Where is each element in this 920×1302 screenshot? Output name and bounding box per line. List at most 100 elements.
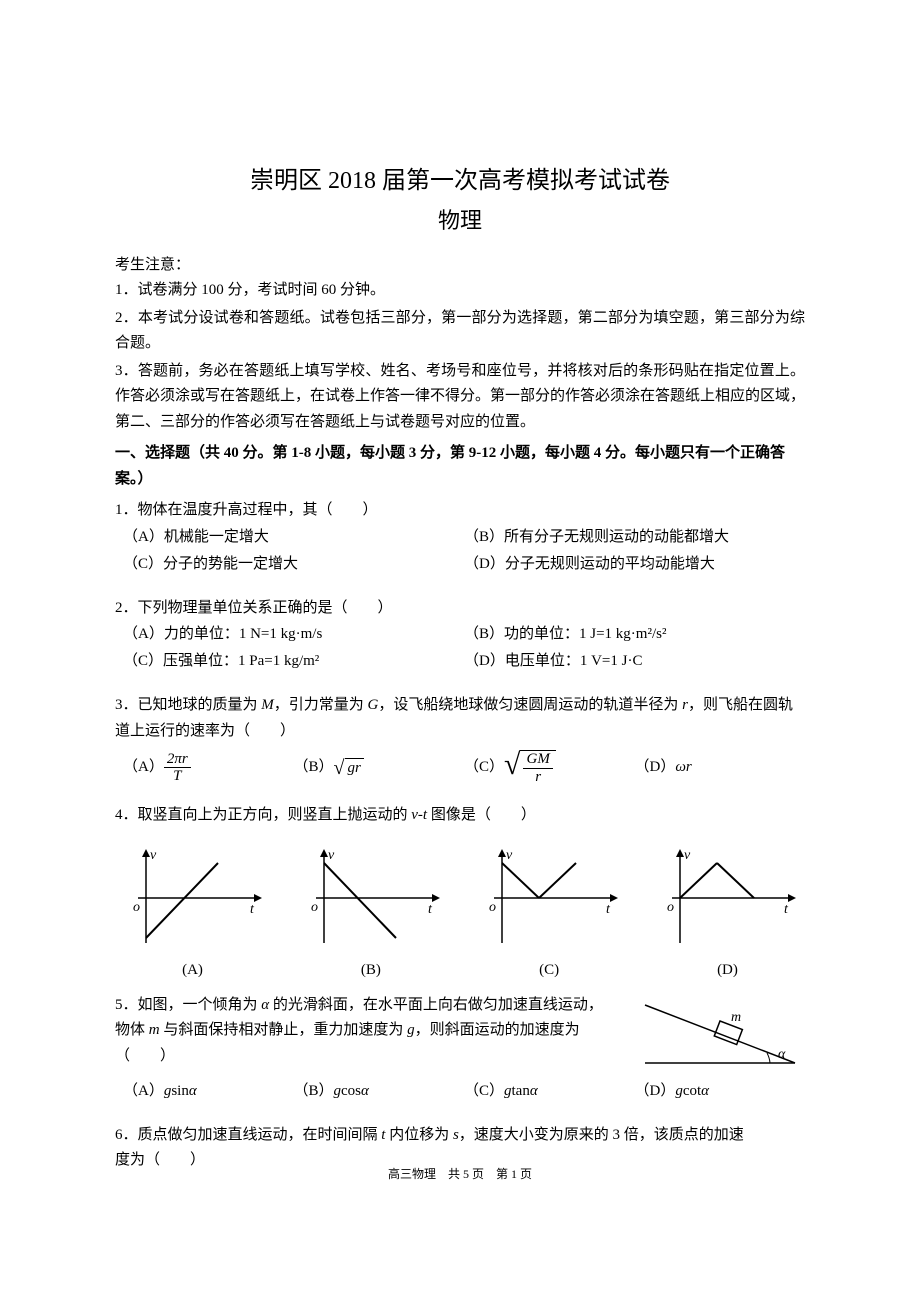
q4-text: 图像是（ ） (427, 807, 536, 823)
question-2: 2．下列物理量单位关系正确的是（ ） (115, 596, 805, 622)
opt-alpha: α (189, 1083, 197, 1099)
opt-fn: tan (512, 1083, 530, 1099)
opt-alpha: α (361, 1083, 369, 1099)
sqrt-body: GM r (520, 750, 555, 785)
frac-den: T (164, 768, 191, 785)
opt-alpha: α (530, 1083, 538, 1099)
svg-text:o: o (311, 900, 318, 915)
q1-opt-b: （B）所有分子无规则运动的动能都增大 (464, 524, 805, 551)
opt-g: g (334, 1083, 342, 1099)
svg-text:v: v (150, 848, 157, 863)
question-6: 6．质点做匀加速直线运动，在时间间隔 t 内位移为 s，速度大小变为原来的 3 … (115, 1123, 805, 1149)
q1-options-row1: （A）机械能一定增大 （B）所有分子无规则运动的动能都增大 (115, 524, 805, 551)
q5-text: ，则斜面运动的加速度为 (415, 1022, 580, 1038)
question-4: 4．取竖直向上为正方向，则竖直上抛运动的 v-t 图像是（ ） (115, 803, 805, 829)
q1-opt-a: （A）机械能一定增大 (123, 524, 464, 551)
q2-options-row1: （A）力的单位：1 N=1 kg·m/s （B）功的单位：1 J=1 kg·m²… (115, 621, 805, 648)
vt-graph-c-icon: v o t (474, 843, 624, 953)
q4-vt: v-t (411, 807, 427, 823)
opt-label: （B） (294, 754, 334, 781)
vt-graph-b-icon: v o t (296, 843, 446, 953)
graph-label: (C) (472, 962, 627, 979)
notice-item: 3．答题前，务必在答题纸上填写学校、姓名、考场号和座位号，并将核对后的条形码贴在… (115, 359, 805, 436)
opt-fn: cot (683, 1083, 701, 1099)
graph-label: (B) (293, 962, 448, 979)
notice-item: 1．试卷满分 100 分，考试时间 60 分钟。 (115, 278, 805, 304)
frac-den: r (523, 769, 552, 786)
svg-text:v: v (328, 848, 335, 863)
fraction: 2πr T (164, 751, 191, 785)
q3-opt-c: （C） √ GM r (464, 750, 635, 785)
q3-opt-d: （D） ωr (635, 750, 806, 785)
q5-opt-c: （C）gtanα (464, 1078, 635, 1105)
q5-m: m (149, 1022, 160, 1038)
q3-d-val: ωr (675, 754, 691, 781)
q3-text: ，引力常量为 (274, 697, 368, 713)
svg-text:t: t (250, 902, 255, 917)
sqrt-body: gr (345, 758, 364, 777)
opt-fn: cos (341, 1083, 361, 1099)
q5-options-row: （A）gsinα （B）gcosα （C）gtanα （D）gcotα (115, 1078, 805, 1105)
section-header: 一、选择题（共 40 分。第 1-8 小题，每小题 3 分，第 9-12 小题，… (115, 441, 805, 492)
q3-var-g: G (368, 697, 379, 713)
q5-line1: 5．如图，一个倾角为 α 的光滑斜面，在水平面上向右做匀加速直线运动， (115, 993, 635, 1019)
q2-options-row2: （C）压强单位：1 Pa=1 kg/m² （D）电压单位：1 V=1 J·C (115, 648, 805, 675)
svg-text:t: t (606, 902, 611, 917)
opt-label: （D） (635, 1083, 676, 1099)
frac-num: GM (523, 751, 552, 769)
q1-options-row2: （C）分子的势能一定增大 （D）分子无规则运动的平均动能增大 (115, 551, 805, 578)
vt-graph-d-icon: v o t (652, 843, 802, 953)
q5-line3: （ ） (115, 1044, 635, 1070)
graph-label: (A) (115, 962, 270, 979)
opt-alpha: α (701, 1083, 709, 1099)
opt-g: g (504, 1083, 512, 1099)
q5-line2: 物体 m 与斜面保持相对静止，重力加速度为 g，则斜面运动的加速度为 (115, 1018, 635, 1044)
page-footer: 高三物理 共 5 页 第 1 页 (0, 1165, 920, 1182)
q4-graph-b: v o t (B) (293, 843, 448, 979)
question-1: 1．物体在温度升高过程中，其（ ） (115, 498, 805, 524)
q2-opt-b: （B）功的单位：1 J=1 kg·m²/s² (464, 621, 805, 648)
q3-text: ，设飞船绕地球做匀速圆周运动的轨道半径为 (378, 697, 682, 713)
svg-text:v: v (506, 848, 513, 863)
exam-subject: 物理 (115, 203, 805, 235)
svg-text:o: o (667, 900, 674, 915)
q5-text: 5．如图，一个倾角为 (115, 997, 261, 1013)
opt-label: （C） (464, 1083, 504, 1099)
q6-text: 6．质点做匀加速直线运动，在时间间隔 (115, 1127, 381, 1143)
q5-alpha: α (261, 997, 269, 1013)
q5-text: 物体 (115, 1022, 149, 1038)
frac-num: 2πr (164, 751, 191, 769)
opt-g: g (675, 1083, 683, 1099)
svg-text:α: α (778, 1047, 786, 1062)
sqrt-sign: √ (504, 750, 520, 780)
vt-graph-a-icon: v o t (118, 843, 268, 953)
opt-label: （D） (635, 754, 676, 781)
svg-text:m: m (731, 1010, 741, 1025)
exam-title: 崇明区 2018 届第一次高考模拟考试试卷 (115, 160, 805, 195)
sqrt: √ gr (334, 758, 364, 778)
svg-text:o: o (489, 900, 496, 915)
notice-item: 2．本考试分设试卷和答题纸。试卷包括三部分，第一部分为选择题，第二部分为填空题，… (115, 306, 805, 357)
notice-header: 考生注意： (115, 253, 805, 274)
q4-text: 4．取竖直向上为正方向，则竖直上抛运动的 (115, 807, 411, 823)
q4-graph-a: v o t (A) (115, 843, 270, 979)
question-5-wrap: 5．如图，一个倾角为 α 的光滑斜面，在水平面上向右做匀加速直线运动， 物体 m… (115, 993, 805, 1078)
sqrt: √ GM r (504, 750, 556, 785)
svg-text:o: o (133, 900, 140, 915)
q2-opt-d: （D）电压单位：1 V=1 J·C (464, 648, 805, 675)
q6-text: 内位移为 (385, 1127, 453, 1143)
graph-label: (D) (650, 962, 805, 979)
svg-text:v: v (684, 848, 691, 863)
q6-text: ，速度大小变为原来的 3 倍，该质点的加速 (459, 1127, 744, 1143)
svg-text:t: t (784, 902, 789, 917)
q5-text: 与斜面保持相对静止，重力加速度为 (160, 1022, 408, 1038)
q5-opt-a: （A）gsinα (123, 1078, 294, 1105)
q1-opt-c: （C）分子的势能一定增大 (123, 551, 464, 578)
opt-label: （B） (294, 1083, 334, 1099)
fraction: GM r (523, 751, 552, 785)
opt-fn: sin (171, 1083, 189, 1099)
q5-g: g (407, 1022, 415, 1038)
q4-graph-d: v o t (D) (650, 843, 805, 979)
q4-graphs: v o t (A) v o t (B) v o t (115, 843, 805, 979)
q2-opt-a: （A）力的单位：1 N=1 kg·m/s (123, 621, 464, 648)
